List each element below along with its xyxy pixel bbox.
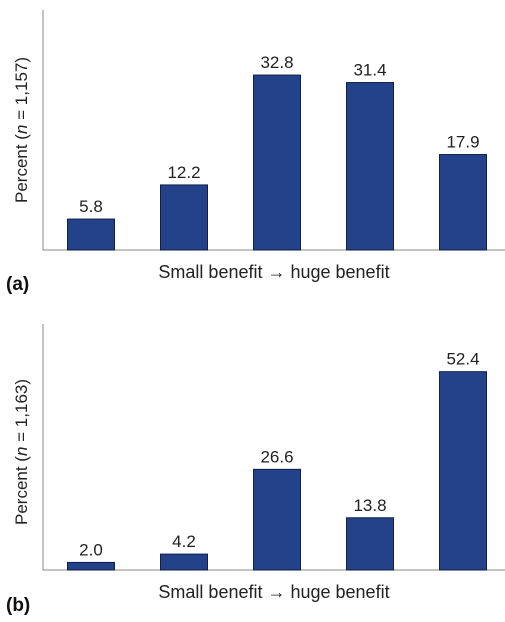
panel-label-a: (a) xyxy=(6,274,30,295)
bar-chart-b: 2.0 4.2 26.6 13.8 52.4 xyxy=(42,324,505,571)
x-axis-label-a: Small benefit → huge benefit xyxy=(158,262,390,282)
bar-b-5 xyxy=(439,371,487,571)
bar-chart-a: 5.8 12.2 32.8 31.4 17.9 xyxy=(42,10,505,251)
data-label-a-4: 31.4 xyxy=(353,61,386,80)
y-axis-label-a: Percent (n = 1,157) xyxy=(12,56,32,204)
y-axis-label-b: Percent (n = 1,163) xyxy=(12,378,32,526)
data-label-a-1: 5.8 xyxy=(79,197,103,216)
x-axis-label-b: Small benefit → huge benefit xyxy=(158,582,390,602)
data-label-b-4: 13.8 xyxy=(353,496,386,515)
data-label-b-3: 26.6 xyxy=(260,447,293,466)
chart-panel-a: 5.8 12.2 32.8 31.4 17.9 Percent (n = 1,157) … xyxy=(6,10,505,295)
bar-b-3 xyxy=(253,468,301,571)
bar-a-5 xyxy=(439,154,487,251)
bar-b-2 xyxy=(160,553,208,571)
bar-a-4 xyxy=(346,82,394,251)
bar-a-2 xyxy=(160,184,208,251)
panel-label-b: (b) xyxy=(6,595,31,616)
data-label-b-2: 4.2 xyxy=(172,532,196,551)
bar-a-1 xyxy=(67,218,115,251)
bar-b-1 xyxy=(67,561,115,571)
chart-panel-b: 2.0 4.2 26.6 13.8 52.4 Percent (n = 1,163) S… xyxy=(0,311,505,622)
data-label-b-5: 52.4 xyxy=(446,350,479,369)
data-label-a-5: 17.9 xyxy=(446,133,479,152)
data-label-a-2: 12.2 xyxy=(167,163,200,182)
bar-b-4 xyxy=(346,517,394,571)
data-label-a-3: 32.8 xyxy=(260,53,293,72)
bar-a-3 xyxy=(253,74,301,251)
data-label-b-1: 2.0 xyxy=(79,540,103,559)
